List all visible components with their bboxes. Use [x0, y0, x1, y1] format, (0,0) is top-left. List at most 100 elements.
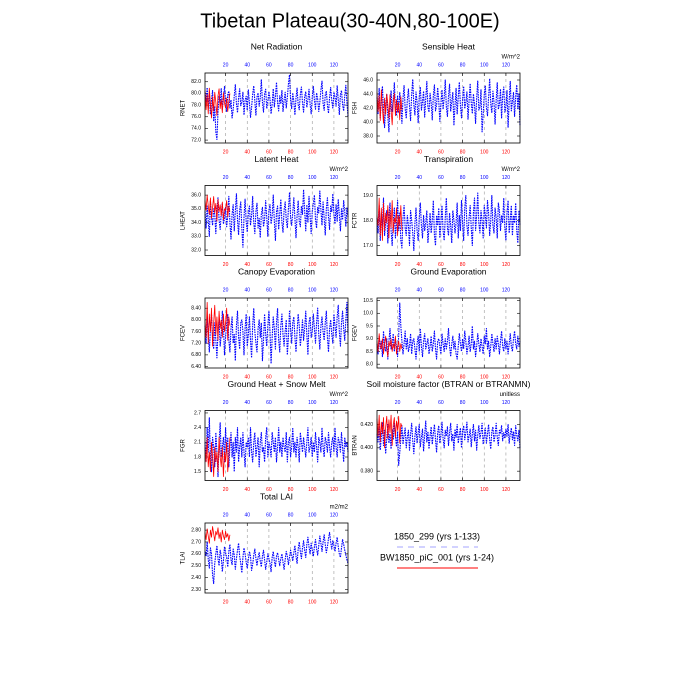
x-tick-label: 20 [223, 262, 229, 268]
x2-tick-label: 60 [438, 287, 444, 293]
x2-tick-label: 40 [244, 287, 250, 293]
y-tick-label: 32.0 [191, 247, 201, 253]
x-tick-label: 60 [266, 149, 272, 155]
plot-frame [376, 185, 521, 256]
y-axis-label: TLAI [181, 551, 187, 564]
x-tick-label: 20 [395, 487, 401, 493]
x2-tick-label: 60 [266, 62, 272, 68]
y-tick-label: 17.0 [363, 243, 373, 249]
x2-tick-label: 120 [502, 400, 511, 406]
y-tick-label: 0.380 [360, 468, 373, 474]
plot-frame [376, 72, 521, 144]
series-line [204, 437, 231, 477]
y-tick-label: 0.420 [360, 422, 373, 428]
x-tick-label: 120 [502, 487, 511, 493]
x2-tick-label: 80 [288, 287, 294, 293]
y-tick-label: 8.00 [191, 317, 201, 323]
x-tick-label: 20 [223, 149, 229, 155]
panel-title: Ground Evaporation [410, 266, 486, 276]
x2-tick-label: 20 [223, 175, 229, 181]
y-tick-label: 46.0 [363, 77, 373, 83]
series-line [376, 333, 403, 357]
x2-tick-label: 40 [244, 62, 250, 68]
x-tick-label: 80 [288, 599, 294, 605]
x-tick-label: 80 [288, 487, 294, 493]
x2-tick-label: 100 [308, 400, 317, 406]
x2-tick-label: 20 [395, 287, 401, 293]
x-tick-label: 100 [480, 487, 489, 493]
series-line [204, 301, 349, 365]
x2-tick-label: 120 [330, 175, 339, 181]
x-tick-label: 100 [480, 262, 489, 268]
x2-tick-label: 60 [266, 512, 272, 518]
y-tick-label: 10.5 [363, 298, 373, 304]
x-tick-label: 40 [416, 374, 422, 380]
x-tick-label: 20 [395, 374, 401, 380]
x2-tick-label: 20 [395, 400, 401, 406]
series-line [376, 89, 403, 126]
x2-tick-label: 100 [308, 287, 317, 293]
x2-tick-label: 80 [288, 400, 294, 406]
x-tick-label: 120 [502, 149, 511, 155]
plot-frame [204, 185, 349, 256]
x-tick-label: 80 [460, 149, 466, 155]
y-tick-label: 7.60 [191, 329, 201, 335]
x2-tick-label: 40 [416, 400, 422, 406]
panel-title: Latent Heat [255, 154, 300, 164]
series-line [376, 420, 521, 466]
x-tick-label: 40 [244, 599, 250, 605]
x-tick-label: 120 [330, 149, 339, 155]
x-tick-label: 60 [438, 149, 444, 155]
x-tick-label: 60 [438, 262, 444, 268]
units-label: W/m^2 [330, 167, 349, 173]
y-tick-label: 9.0 [366, 336, 373, 342]
series-line [204, 87, 231, 119]
units-label: unitless [500, 392, 520, 398]
plot-frame [204, 410, 349, 481]
y-tick-label: 8.5 [366, 349, 373, 355]
x2-tick-label: 80 [288, 512, 294, 518]
x-tick-label: 80 [460, 487, 466, 493]
y-tick-label: 7.20 [191, 341, 201, 347]
x2-tick-label: 20 [223, 287, 229, 293]
x2-tick-label: 80 [460, 400, 466, 406]
y-tick-label: 9.5 [366, 323, 373, 329]
x-tick-label: 60 [266, 262, 272, 268]
panel-title: Net Radiation [251, 41, 303, 51]
x-tick-label: 60 [266, 487, 272, 493]
x2-tick-label: 40 [416, 175, 422, 181]
x-tick-label: 20 [223, 487, 229, 493]
series-line [204, 74, 349, 141]
y-axis-label: FGEV [353, 325, 359, 341]
panel-title: Ground Heat + Snow Melt [227, 379, 326, 389]
series-line [376, 302, 521, 360]
x2-tick-label: 100 [308, 175, 317, 181]
legend-label: 1850_299 (yrs 1-133) [394, 531, 480, 541]
x2-tick-label: 20 [223, 62, 229, 68]
y-tick-label: 2.60 [191, 551, 201, 557]
figure-title: Tibetan Plateau(30-40N,80-100E) [200, 10, 499, 32]
y-tick-label: 8.40 [191, 306, 201, 312]
y-tick-label: 40.0 [363, 119, 373, 125]
x2-tick-label: 120 [502, 62, 511, 68]
x2-tick-label: 120 [330, 400, 339, 406]
x2-tick-label: 60 [266, 400, 272, 406]
units-label: m2/m2 [330, 505, 349, 511]
x2-tick-label: 40 [416, 62, 422, 68]
x-tick-label: 60 [438, 487, 444, 493]
x2-tick-label: 80 [460, 287, 466, 293]
x-tick-label: 100 [308, 149, 317, 155]
x-tick-label: 20 [223, 599, 229, 605]
plot-frame [204, 297, 349, 369]
x-tick-label: 20 [223, 374, 229, 380]
x-tick-label: 40 [244, 487, 250, 493]
x-tick-label: 100 [308, 599, 317, 605]
x-tick-label: 40 [244, 262, 250, 268]
y-tick-label: 2.70 [191, 539, 201, 545]
legend-label: BW1850_piC_001 (yrs 1-24) [380, 552, 494, 562]
x-tick-label: 80 [460, 374, 466, 380]
x2-tick-label: 20 [223, 400, 229, 406]
y-tick-label: 0.400 [360, 445, 373, 451]
